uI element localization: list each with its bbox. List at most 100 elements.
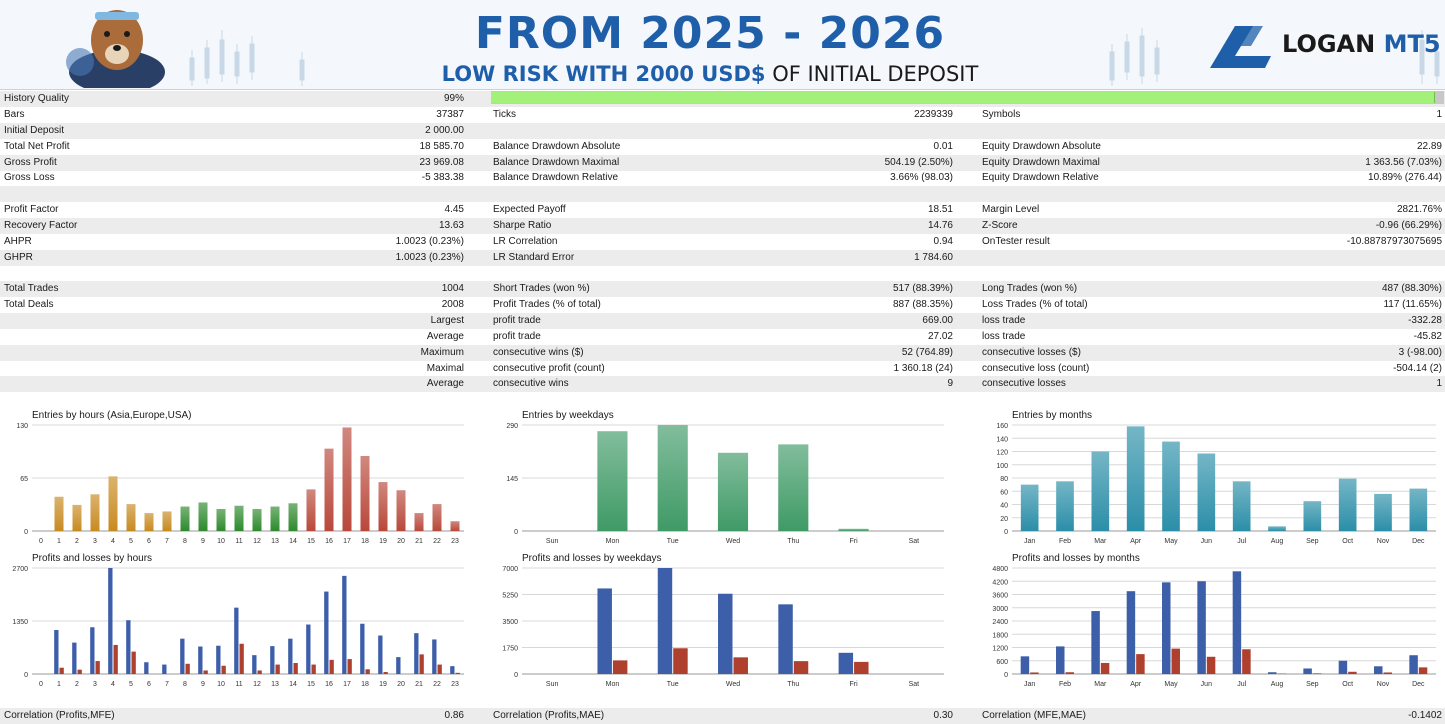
stat-label: consecutive loss (count): [982, 361, 1089, 377]
stat-value: 0.30: [934, 708, 953, 724]
profit-bar: [90, 627, 94, 674]
x-tick-label: 19: [379, 681, 387, 688]
x-tick-label: Dec: [1412, 681, 1425, 688]
x-tick-label: Jul: [1237, 538, 1246, 545]
y-tick-label: 1750: [502, 646, 518, 653]
x-tick-label: Sat: [909, 538, 920, 545]
stat-label: Total Trades: [4, 281, 58, 297]
stat-label: consecutive losses ($): [982, 345, 1081, 361]
stat-value: 18 585.70: [420, 139, 465, 155]
x-tick-label: 18: [361, 681, 369, 688]
banner-subtitle: LOW RISK WITH 2000 USD$ OF INITIAL DEPOS…: [380, 62, 1040, 86]
stat-value: 1 360.18 (24): [894, 361, 954, 377]
stat-label: History Quality: [4, 91, 69, 107]
profit-bar: [306, 625, 310, 674]
x-tick-label: Wed: [726, 538, 740, 545]
y-tick-label: 600: [996, 659, 1008, 666]
y-tick-label: 160: [996, 423, 1008, 430]
stats-row-correlation: Correlation (Profits,MFE) 0.86 Correlati…: [0, 708, 1445, 724]
x-tick-label: 1: [57, 538, 61, 545]
x-tick-label: Feb: [1059, 681, 1071, 688]
entries-bar: [271, 507, 280, 531]
x-tick-label: 11: [235, 538, 242, 545]
x-tick-label: 0: [39, 538, 43, 545]
x-tick-label: 21: [415, 538, 423, 545]
stat-value: 1: [1436, 107, 1442, 123]
x-tick-label: Feb: [1059, 538, 1071, 545]
stat-value: 23 969.08: [420, 155, 465, 171]
entries-bar: [397, 490, 406, 531]
loss-bar: [330, 660, 334, 674]
stat-label: Balance Drawdown Relative: [493, 170, 618, 186]
y-tick-label: 0: [1004, 672, 1008, 679]
stat-label: Initial Deposit: [4, 123, 64, 139]
stat-label: loss trade: [982, 329, 1025, 345]
stat-value: 18.51: [928, 202, 953, 218]
stat-value: Maximal: [427, 361, 464, 377]
entries-bar: [451, 521, 460, 531]
loss-bar: [1419, 667, 1427, 674]
stat-label: Equity Drawdown Absolute: [982, 139, 1101, 155]
stat-label: LR Correlation: [493, 234, 557, 250]
stat-value: 1: [1436, 376, 1442, 392]
x-tick-label: 4: [111, 681, 115, 688]
x-tick-label: Apr: [1130, 538, 1142, 545]
stat-value: 3.66% (98.03): [890, 170, 953, 186]
y-tick-label: 7000: [502, 566, 518, 573]
loss-bar: [794, 661, 808, 674]
profit-bar: [1197, 581, 1205, 674]
y-tick-label: 0: [514, 529, 518, 536]
loss-bar: [276, 665, 280, 674]
loss-bar: [186, 664, 190, 674]
y-tick-label: 2700: [12, 566, 28, 573]
x-tick-label: Mon: [606, 538, 620, 545]
entries-bar: [1268, 526, 1286, 531]
entries-bar: [415, 513, 424, 531]
entries-bar: [163, 511, 172, 531]
stats-row: [0, 186, 1445, 202]
stat-value: 9: [947, 376, 953, 392]
stat-label: LR Standard Error: [493, 250, 574, 266]
x-tick-label: Nov: [1377, 681, 1390, 688]
stat-label: consecutive wins ($): [493, 345, 584, 361]
profit-bar: [450, 666, 454, 674]
y-tick-label: 0: [514, 672, 518, 679]
entries-bar: [597, 431, 627, 531]
stat-label: Balance Drawdown Maximal: [493, 155, 619, 171]
x-tick-label: 4: [111, 538, 115, 545]
stat-label: consecutive profit (count): [493, 361, 605, 377]
x-tick-label: Wed: [726, 681, 740, 688]
x-tick-label: 14: [289, 538, 297, 545]
loss-bar: [132, 652, 136, 674]
loss-bar: [114, 645, 118, 674]
stat-value: 22.89: [1417, 139, 1442, 155]
profit-bar: [597, 588, 611, 674]
profit-bar: [144, 662, 148, 674]
profit-bar: [1021, 656, 1029, 674]
stat-label: consecutive wins: [493, 376, 569, 392]
profit-bar: [396, 657, 400, 674]
x-tick-label: 9: [201, 538, 205, 545]
stats-row: [0, 392, 1445, 408]
loss-bar: [1030, 672, 1038, 674]
x-tick-label: 23: [451, 538, 459, 545]
y-tick-label: 65: [20, 476, 28, 483]
stat-value: 887 (88.35%): [893, 297, 953, 313]
stat-label: Recovery Factor: [4, 218, 77, 234]
x-tick-label: 13: [271, 681, 279, 688]
stat-value: -45.82: [1414, 329, 1442, 345]
loss-bar: [420, 654, 424, 674]
profit-bar: [378, 636, 382, 674]
x-tick-label: 0: [39, 681, 43, 688]
stat-value: -504.14 (2): [1393, 361, 1442, 377]
entries-bar: [1410, 489, 1428, 531]
stat-value: 487 (88.30%): [1382, 281, 1442, 297]
profit-bar: [718, 594, 732, 674]
x-tick-label: 6: [147, 538, 151, 545]
x-tick-label: Oct: [1342, 681, 1353, 688]
